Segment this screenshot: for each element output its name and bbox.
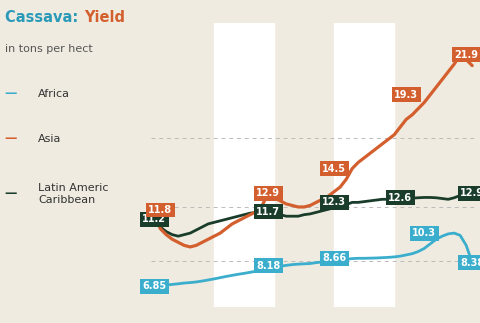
Text: 14.5: 14.5 xyxy=(322,163,346,173)
Text: 12.9: 12.9 xyxy=(256,188,280,198)
Text: 11.2: 11.2 xyxy=(142,214,166,224)
Text: Yield: Yield xyxy=(84,10,125,25)
Text: in tons per hect: in tons per hect xyxy=(5,44,93,54)
Text: 12.6: 12.6 xyxy=(388,193,412,203)
Text: Latin Americ
Caribbean: Latin Americ Caribbean xyxy=(38,183,109,204)
Text: 8.38: 8.38 xyxy=(460,258,480,267)
Text: Africa: Africa xyxy=(38,89,71,99)
Text: 19.3: 19.3 xyxy=(394,90,418,100)
Text: 11.7: 11.7 xyxy=(256,207,280,217)
Bar xyxy=(214,23,274,307)
Text: 21.9: 21.9 xyxy=(454,50,478,60)
Text: —: — xyxy=(5,132,17,145)
Text: 12.9: 12.9 xyxy=(460,188,480,198)
Text: —: — xyxy=(5,187,17,200)
Text: 11.8: 11.8 xyxy=(148,205,172,215)
Text: —: — xyxy=(5,87,17,100)
Text: Cassava:: Cassava: xyxy=(5,10,83,25)
Text: 12.3: 12.3 xyxy=(322,197,346,207)
Bar xyxy=(334,23,394,307)
Text: 8.66: 8.66 xyxy=(322,253,346,263)
Text: 6.85: 6.85 xyxy=(142,281,166,291)
Text: Asia: Asia xyxy=(38,134,62,144)
Text: 10.3: 10.3 xyxy=(412,228,436,238)
Text: 8.18: 8.18 xyxy=(256,261,280,271)
